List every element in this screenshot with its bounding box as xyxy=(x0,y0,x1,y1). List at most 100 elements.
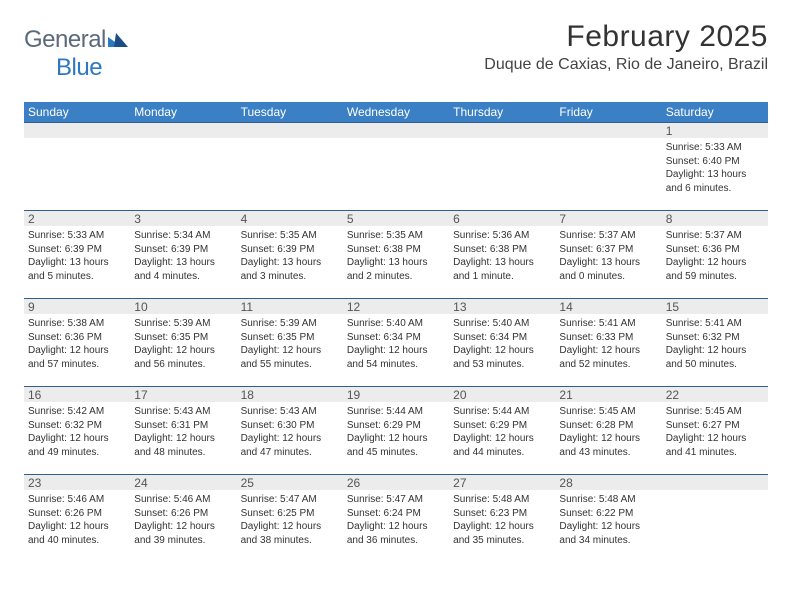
day-cell: Sunrise: 5:44 AMSunset: 6:29 PMDaylight:… xyxy=(449,402,555,474)
sunrise-text: Sunrise: 5:47 AM xyxy=(241,493,339,507)
sunset-text: Sunset: 6:28 PM xyxy=(559,419,657,433)
daylight-text: Daylight: 12 hours and 59 minutes. xyxy=(666,256,764,283)
sunset-text: Sunset: 6:22 PM xyxy=(559,507,657,521)
day-cell: Sunrise: 5:46 AMSunset: 6:26 PMDaylight:… xyxy=(24,490,130,562)
daylight-text: Daylight: 12 hours and 43 minutes. xyxy=(559,432,657,459)
daylight-text: Daylight: 12 hours and 57 minutes. xyxy=(28,344,126,371)
daylight-text: Daylight: 13 hours and 1 minute. xyxy=(453,256,551,283)
day-content: Sunrise: 5:45 AMSunset: 6:28 PMDaylight:… xyxy=(559,405,657,459)
month-title: February 2025 xyxy=(484,20,768,54)
day-number: 3 xyxy=(130,212,236,226)
day-number: 10 xyxy=(130,300,236,314)
sunset-text: Sunset: 6:29 PM xyxy=(453,419,551,433)
day-number: 23 xyxy=(24,476,130,490)
day-content: Sunrise: 5:42 AMSunset: 6:32 PMDaylight:… xyxy=(28,405,126,459)
day-content: Sunrise: 5:43 AMSunset: 6:31 PMDaylight:… xyxy=(134,405,232,459)
daylight-text: Daylight: 13 hours and 0 minutes. xyxy=(559,256,657,283)
daylight-text: Daylight: 12 hours and 52 minutes. xyxy=(559,344,657,371)
calendar-page: General Blue February 2025 Duque de Caxi… xyxy=(0,0,792,582)
day-number: 25 xyxy=(237,476,343,490)
page-header: General Blue February 2025 Duque de Caxi… xyxy=(24,20,768,90)
day-number: 14 xyxy=(555,300,661,314)
day-cell: Sunrise: 5:34 AMSunset: 6:39 PMDaylight:… xyxy=(130,226,236,298)
day-content: Sunrise: 5:40 AMSunset: 6:34 PMDaylight:… xyxy=(347,317,445,371)
day-cell xyxy=(130,138,236,210)
day-cell: Sunrise: 5:47 AMSunset: 6:25 PMDaylight:… xyxy=(237,490,343,562)
sunset-text: Sunset: 6:30 PM xyxy=(241,419,339,433)
day-header-mon: Monday xyxy=(130,105,236,119)
day-header-tue: Tuesday xyxy=(237,105,343,119)
week-daynum-row: 16171819202122 xyxy=(24,386,768,402)
sunset-text: Sunset: 6:35 PM xyxy=(134,331,232,345)
day-cell: Sunrise: 5:37 AMSunset: 6:37 PMDaylight:… xyxy=(555,226,661,298)
day-number: 6 xyxy=(449,212,555,226)
sunset-text: Sunset: 6:35 PM xyxy=(241,331,339,345)
sunset-text: Sunset: 6:38 PM xyxy=(347,243,445,257)
day-cell: Sunrise: 5:40 AMSunset: 6:34 PMDaylight:… xyxy=(343,314,449,386)
day-cell xyxy=(24,138,130,210)
daylight-text: Daylight: 12 hours and 48 minutes. xyxy=(134,432,232,459)
sunset-text: Sunset: 6:40 PM xyxy=(666,155,764,169)
day-number: 2 xyxy=(24,212,130,226)
day-content: Sunrise: 5:40 AMSunset: 6:34 PMDaylight:… xyxy=(453,317,551,371)
day-cell xyxy=(237,138,343,210)
sunrise-text: Sunrise: 5:43 AM xyxy=(241,405,339,419)
day-content: Sunrise: 5:33 AMSunset: 6:40 PMDaylight:… xyxy=(666,141,764,195)
day-number: 12 xyxy=(343,300,449,314)
logo-mark-icon xyxy=(108,33,128,52)
sunrise-text: Sunrise: 5:34 AM xyxy=(134,229,232,243)
day-number: 13 xyxy=(449,300,555,314)
sunrise-text: Sunrise: 5:47 AM xyxy=(347,493,445,507)
sunrise-text: Sunrise: 5:39 AM xyxy=(134,317,232,331)
day-number: 9 xyxy=(24,300,130,314)
daylight-text: Daylight: 13 hours and 6 minutes. xyxy=(666,168,764,195)
day-content: Sunrise: 5:41 AMSunset: 6:32 PMDaylight:… xyxy=(666,317,764,371)
daylight-text: Daylight: 12 hours and 35 minutes. xyxy=(453,520,551,547)
day-cell: Sunrise: 5:43 AMSunset: 6:31 PMDaylight:… xyxy=(130,402,236,474)
sunrise-text: Sunrise: 5:45 AM xyxy=(559,405,657,419)
location-subtitle: Duque de Caxias, Rio de Janeiro, Brazil xyxy=(484,56,768,74)
daylight-text: Daylight: 12 hours and 34 minutes. xyxy=(559,520,657,547)
day-number: 20 xyxy=(449,388,555,402)
sunset-text: Sunset: 6:36 PM xyxy=(28,331,126,345)
sunset-text: Sunset: 6:39 PM xyxy=(134,243,232,257)
day-number: 24 xyxy=(130,476,236,490)
day-number: 19 xyxy=(343,388,449,402)
sunset-text: Sunset: 6:34 PM xyxy=(453,331,551,345)
sunrise-text: Sunrise: 5:36 AM xyxy=(453,229,551,243)
sunset-text: Sunset: 6:32 PM xyxy=(28,419,126,433)
sunset-text: Sunset: 6:26 PM xyxy=(28,507,126,521)
day-content: Sunrise: 5:33 AMSunset: 6:39 PMDaylight:… xyxy=(28,229,126,283)
sunrise-text: Sunrise: 5:41 AM xyxy=(666,317,764,331)
sunrise-text: Sunrise: 5:46 AM xyxy=(28,493,126,507)
sunrise-text: Sunrise: 5:35 AM xyxy=(347,229,445,243)
sunrise-text: Sunrise: 5:40 AM xyxy=(347,317,445,331)
daylight-text: Daylight: 12 hours and 50 minutes. xyxy=(666,344,764,371)
day-content: Sunrise: 5:41 AMSunset: 6:33 PMDaylight:… xyxy=(559,317,657,371)
sunrise-text: Sunrise: 5:44 AM xyxy=(453,405,551,419)
sunrise-text: Sunrise: 5:48 AM xyxy=(559,493,657,507)
sunset-text: Sunset: 6:34 PM xyxy=(347,331,445,345)
daylight-text: Daylight: 12 hours and 47 minutes. xyxy=(241,432,339,459)
sunset-text: Sunset: 6:33 PM xyxy=(559,331,657,345)
day-content: Sunrise: 5:34 AMSunset: 6:39 PMDaylight:… xyxy=(134,229,232,283)
sunrise-text: Sunrise: 5:42 AM xyxy=(28,405,126,419)
calendar-body: 1 Sunrise: 5:33 AMSunset: 6:40 PMDaylight… xyxy=(24,122,768,562)
day-cell: Sunrise: 5:45 AMSunset: 6:27 PMDaylight:… xyxy=(662,402,768,474)
sunrise-text: Sunrise: 5:43 AM xyxy=(134,405,232,419)
day-content: Sunrise: 5:47 AMSunset: 6:24 PMDaylight:… xyxy=(347,493,445,547)
day-content: Sunrise: 5:38 AMSunset: 6:36 PMDaylight:… xyxy=(28,317,126,371)
daylight-text: Daylight: 13 hours and 4 minutes. xyxy=(134,256,232,283)
day-cell: Sunrise: 5:39 AMSunset: 6:35 PMDaylight:… xyxy=(237,314,343,386)
week-daynum-row: 1 xyxy=(24,122,768,138)
day-number: 7 xyxy=(555,212,661,226)
sunset-text: Sunset: 6:25 PM xyxy=(241,507,339,521)
day-number: 4 xyxy=(237,212,343,226)
sunrise-text: Sunrise: 5:48 AM xyxy=(453,493,551,507)
week-row: Sunrise: 5:38 AMSunset: 6:36 PMDaylight:… xyxy=(24,314,768,386)
calendar-day-header: Sunday Monday Tuesday Wednesday Thursday… xyxy=(24,102,768,122)
week-row: Sunrise: 5:33 AMSunset: 6:39 PMDaylight:… xyxy=(24,226,768,298)
daylight-text: Daylight: 13 hours and 5 minutes. xyxy=(28,256,126,283)
daylight-text: Daylight: 12 hours and 54 minutes. xyxy=(347,344,445,371)
day-cell: Sunrise: 5:42 AMSunset: 6:32 PMDaylight:… xyxy=(24,402,130,474)
